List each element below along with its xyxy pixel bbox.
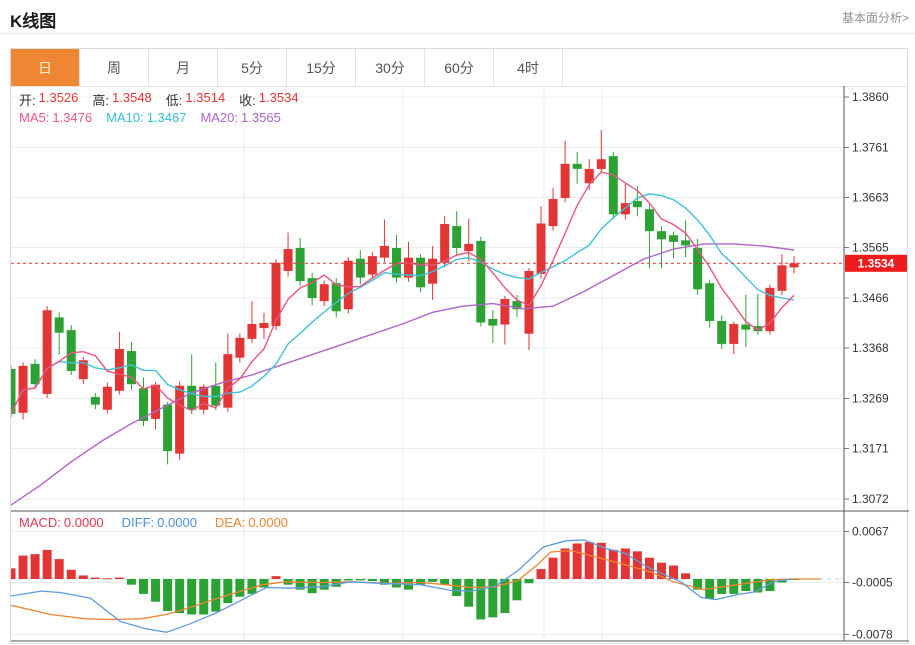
ohlc-readout: 开: 1.3526 高: 1.3548 低: 1.3514 收: 1.3534 [19, 90, 299, 109]
close-label: 收: [239, 93, 256, 108]
dea-value: 0.0000 [248, 515, 289, 530]
svg-text:1.3466: 1.3466 [852, 291, 889, 305]
macd-value: 0.0000 [63, 515, 104, 530]
tab-月[interactable]: 月 [149, 49, 218, 86]
macd-label: MACD: [19, 515, 61, 530]
open-value: 1.3526 [38, 90, 79, 105]
svg-text:-0.0078: -0.0078 [852, 627, 893, 641]
ma5-label: MA5: [19, 110, 50, 125]
svg-text:1.3565: 1.3565 [852, 240, 889, 254]
svg-text:1.3171: 1.3171 [852, 441, 889, 455]
low-label: 低: [165, 93, 183, 108]
macd-readout: MACD: 0.0000 DIFF: 0.0000 DEA: 0.0000 [19, 515, 288, 530]
header-divider [0, 33, 915, 34]
ma20-label: MA20: [200, 110, 239, 125]
ma10-line [11, 193, 795, 415]
ma5-value: 1.3476 [52, 110, 93, 125]
svg-text:0.0067: 0.0067 [852, 524, 889, 538]
high-label: 高: [92, 93, 110, 108]
candles [11, 130, 799, 465]
low-value: 1.3514 [185, 90, 226, 105]
pane-frame [11, 86, 909, 642]
ma20-line [11, 243, 795, 506]
svg-text:1.3269: 1.3269 [852, 392, 889, 406]
tab-15分[interactable]: 15分 [287, 49, 356, 86]
svg-text:1.3534: 1.3534 [858, 256, 895, 270]
ma10-value: 1.3467 [146, 110, 187, 125]
ma20-value: 1.3565 [241, 110, 281, 125]
high-value: 1.3548 [112, 90, 152, 105]
diff-line [11, 539, 792, 633]
price-axis: 1.3860 1.3761 1.3663 1.3565 1.3466 1.3368 1.32… [844, 90, 889, 506]
svg-text:-0.0005: -0.0005 [852, 576, 893, 590]
diff-value: 0.0000 [157, 515, 197, 530]
kline-chart[interactable]: 1.3534 1.3860 1.3761 1.3663 1.3565 1.3466 1.33… [11, 86, 909, 644]
dea-label: DEA: [214, 515, 246, 530]
close-value: 1.3534 [258, 90, 299, 105]
macd-histogram [11, 542, 799, 620]
tab-30分[interactable]: 30分 [356, 49, 425, 86]
tabs-spacer [563, 49, 907, 86]
page-title: K线图 [10, 12, 57, 31]
fundamental-analysis-link[interactable]: 基本面分析> [841, 11, 909, 25]
tab-4时[interactable]: 4时 [494, 49, 563, 86]
diff-label: DIFF: [121, 515, 155, 530]
svg-text:1.3663: 1.3663 [852, 191, 889, 205]
open-label: 开: [19, 93, 36, 108]
interval-tabs: 日周月 5分 15分 30分 60分 4时 [11, 49, 907, 87]
ma10-label: MA10: [106, 110, 144, 125]
ma-readout: MA5: 1.3476 MA10: 1.3467 MA20: 1.3565 [19, 110, 281, 125]
kline-widget: 日周月 5分 15分 30分 60分 4时 1.3534 1.3860 1.3761 1.366… [10, 48, 909, 644]
dea-line [11, 549, 821, 621]
current-price-badge: 1.3534 [845, 254, 907, 272]
tab-5分[interactable]: 5分 [218, 49, 287, 86]
svg-text:1.3761: 1.3761 [852, 141, 889, 155]
tab-60分[interactable]: 60分 [425, 49, 494, 86]
svg-text:1.3072: 1.3072 [852, 492, 889, 506]
tab-周[interactable]: 周 [80, 49, 149, 86]
macd-axis: 0.0067 -0.0005 -0.0078 [844, 524, 893, 641]
tab-日[interactable]: 日 [11, 49, 80, 86]
gridlines [11, 86, 844, 641]
svg-text:1.3860: 1.3860 [852, 90, 889, 104]
svg-text:1.3368: 1.3368 [852, 341, 889, 355]
